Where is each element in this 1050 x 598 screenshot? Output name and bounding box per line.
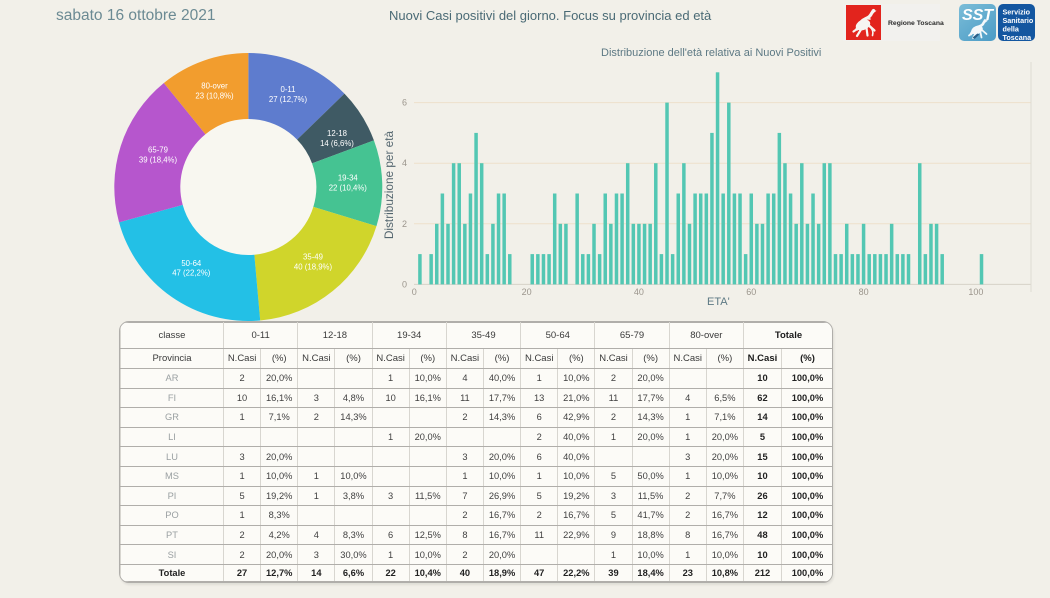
svg-text:6: 6 bbox=[402, 98, 407, 108]
svg-text:80: 80 bbox=[859, 287, 869, 297]
svg-text:50-64: 50-64 bbox=[181, 259, 202, 268]
svg-text:27 (12,7%): 27 (12,7%) bbox=[269, 95, 308, 104]
svg-text:40 (18,9%): 40 (18,9%) bbox=[294, 263, 333, 272]
svg-text:Toscana: Toscana bbox=[1003, 33, 1033, 41]
svg-text:35-49: 35-49 bbox=[303, 253, 323, 262]
svg-text:100: 100 bbox=[968, 287, 983, 297]
svg-text:0-11: 0-11 bbox=[280, 85, 295, 94]
svg-text:4: 4 bbox=[402, 158, 407, 168]
svg-text:23 (10,8%): 23 (10,8%) bbox=[195, 92, 234, 101]
svg-text:0: 0 bbox=[412, 287, 417, 297]
svg-text:Sanitario: Sanitario bbox=[1003, 16, 1034, 25]
svg-text:60: 60 bbox=[746, 287, 756, 297]
svg-text:14 (6,6%): 14 (6,6%) bbox=[320, 139, 354, 148]
svg-text:39 (18,4%): 39 (18,4%) bbox=[139, 156, 178, 165]
svg-text:12-18: 12-18 bbox=[327, 129, 347, 138]
svg-text:65-79: 65-79 bbox=[148, 146, 168, 155]
svg-text:della: della bbox=[1003, 25, 1020, 34]
svg-text:SST: SST bbox=[962, 7, 994, 24]
svg-text:Servizio: Servizio bbox=[1003, 8, 1031, 17]
svg-text:2: 2 bbox=[402, 219, 407, 229]
svg-text:19-34: 19-34 bbox=[338, 174, 359, 183]
svg-text:47 (22,2%): 47 (22,2%) bbox=[172, 269, 211, 278]
svg-text:22 (10,4%): 22 (10,4%) bbox=[329, 183, 368, 192]
svg-text:80-over: 80-over bbox=[201, 82, 228, 91]
svg-text:20: 20 bbox=[522, 287, 532, 297]
svg-text:0: 0 bbox=[402, 279, 407, 289]
svg-text:40: 40 bbox=[634, 287, 644, 297]
